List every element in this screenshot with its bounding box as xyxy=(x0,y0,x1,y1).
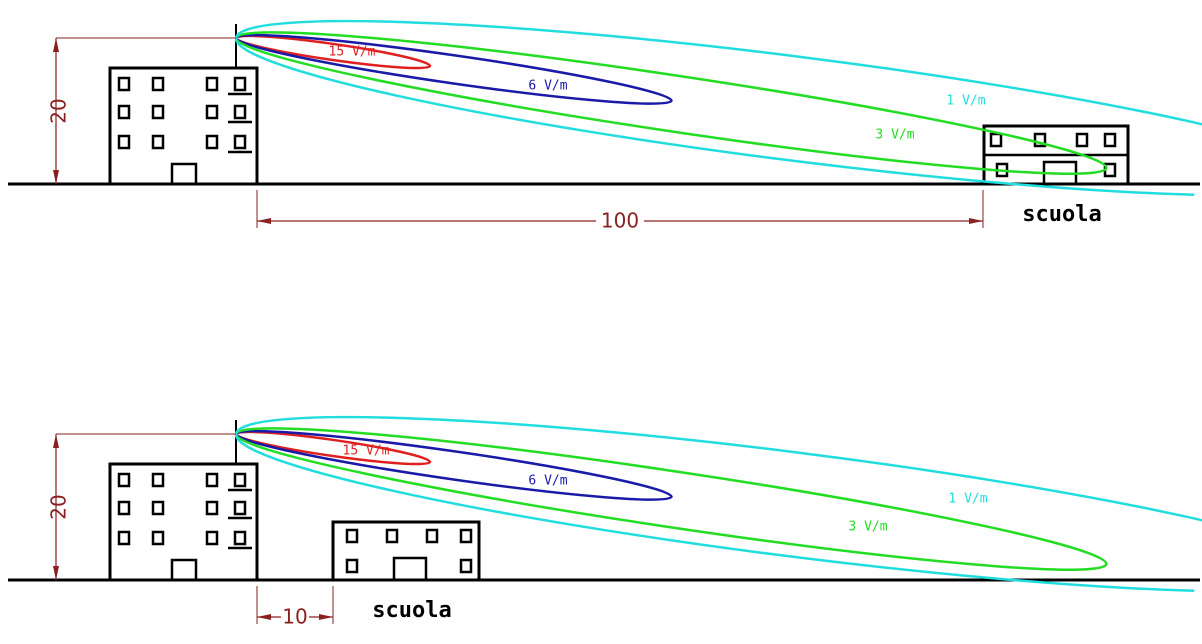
window xyxy=(117,104,131,120)
window xyxy=(151,500,165,516)
window xyxy=(151,104,165,120)
window xyxy=(117,500,131,516)
window xyxy=(345,558,359,574)
window xyxy=(205,472,219,488)
window xyxy=(151,530,165,546)
window xyxy=(205,134,219,150)
lobe-label: 3 V/m xyxy=(875,128,914,143)
dim-gap xyxy=(281,607,309,627)
lobe-label: 15 V/m xyxy=(329,45,376,60)
window xyxy=(233,472,247,488)
window xyxy=(385,528,399,544)
window xyxy=(151,472,165,488)
radiation-lobe xyxy=(234,429,673,501)
window xyxy=(117,472,131,488)
panel: 15 V/m 6 V/m 3 V/m 1 V/m 20 100 scuola xyxy=(8,19,1202,233)
radiation-lobe xyxy=(234,33,673,105)
lobe-label: 6 V/m xyxy=(528,474,567,489)
radiation-lobe xyxy=(234,19,1202,197)
distance-label: 100 xyxy=(601,209,639,233)
window xyxy=(205,530,219,546)
window xyxy=(1033,132,1047,148)
height-label: 20 xyxy=(47,494,71,519)
school-label: scuola xyxy=(372,598,451,623)
window xyxy=(233,76,247,92)
distance-label: 10 xyxy=(282,605,307,629)
lobe-label: 6 V/m xyxy=(528,79,567,94)
window xyxy=(233,104,247,120)
window xyxy=(233,134,247,150)
window xyxy=(459,558,473,574)
window xyxy=(117,134,131,150)
school-label: scuola xyxy=(1022,202,1101,227)
radiation-lobe xyxy=(234,415,1202,593)
window xyxy=(459,528,473,544)
window xyxy=(425,528,439,544)
window xyxy=(1075,132,1089,148)
lobe-label: 1 V/m xyxy=(946,94,985,109)
window xyxy=(233,530,247,546)
window xyxy=(205,500,219,516)
window xyxy=(345,528,359,544)
height-label: 20 xyxy=(47,98,71,123)
window xyxy=(117,530,131,546)
window xyxy=(205,76,219,92)
window xyxy=(205,104,219,120)
lobe-label: 3 V/m xyxy=(848,520,887,535)
door xyxy=(170,558,198,582)
lobe-label: 15 V/m xyxy=(343,444,390,459)
window xyxy=(1103,132,1117,148)
window xyxy=(989,132,1003,148)
window xyxy=(117,76,131,92)
door xyxy=(170,162,198,186)
window xyxy=(151,76,165,92)
panel: 15 V/m 6 V/m 3 V/m 1 V/m 20 10 scuola xyxy=(8,415,1202,629)
dim-gap xyxy=(596,211,644,231)
window xyxy=(151,134,165,150)
door xyxy=(392,556,428,582)
lobe-label: 1 V/m xyxy=(948,492,987,507)
window xyxy=(233,500,247,516)
